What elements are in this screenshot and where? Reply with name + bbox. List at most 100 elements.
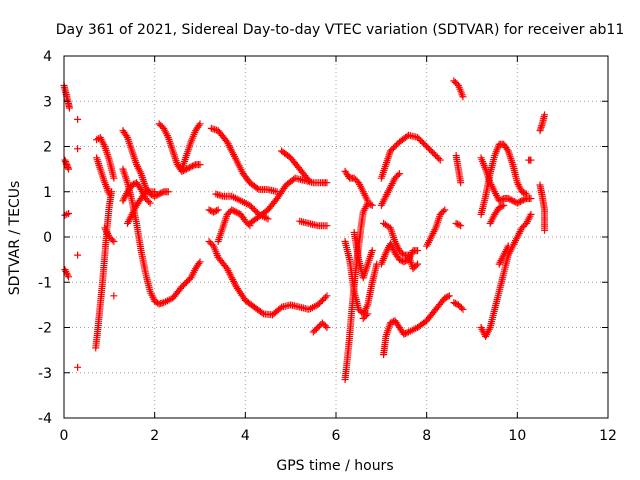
data-point: [450, 77, 458, 85]
data-point: [321, 322, 329, 330]
data-point: [63, 162, 71, 170]
data-point: [402, 330, 410, 338]
data-point: [403, 329, 411, 337]
data-point: [451, 299, 459, 307]
data-point: [143, 196, 151, 204]
data-point: [504, 242, 512, 250]
data-point: [320, 295, 328, 303]
data-point: [264, 215, 272, 223]
data-point: [107, 235, 115, 243]
data-point: [140, 189, 148, 197]
data-point: [359, 314, 367, 322]
data-point: [392, 141, 400, 149]
data-point: [214, 206, 222, 214]
data-point: [459, 305, 467, 313]
data-point: [315, 299, 323, 307]
data-point: [452, 219, 460, 227]
data-point: [518, 224, 526, 232]
data-point: [456, 302, 464, 310]
data-point: [426, 146, 434, 154]
data-point: [398, 250, 406, 258]
data-point: [362, 311, 370, 319]
data-point: [314, 301, 322, 309]
data-point: [454, 301, 462, 309]
data-point: [430, 150, 438, 158]
data-point: [364, 199, 372, 207]
data-point: [438, 209, 446, 217]
data-point: [311, 327, 319, 335]
data-point: [62, 158, 70, 166]
data-point: [105, 233, 113, 241]
data-point: [457, 222, 465, 230]
data-point: [368, 201, 376, 209]
data-point: [414, 260, 422, 268]
data-point: [196, 258, 204, 266]
data-point: [323, 222, 331, 230]
data-point: [145, 198, 153, 206]
data-point: [495, 204, 503, 212]
data-point: [427, 147, 435, 155]
data-point: [429, 149, 437, 157]
data-point: [506, 195, 514, 203]
data-point: [164, 188, 172, 196]
data-point: [157, 189, 165, 197]
data-point: [65, 273, 73, 281]
data-point: [232, 208, 240, 216]
data-point: [397, 256, 405, 264]
data-point: [74, 251, 82, 259]
data-point: [432, 152, 440, 160]
data-point: [305, 176, 313, 184]
data-point: [450, 299, 458, 307]
chart-title: Day 361 of 2021, Sidereal Day-to-day VTE…: [56, 22, 625, 38]
x-axis-label: GPS time / hours: [276, 458, 393, 474]
data-point: [442, 293, 450, 301]
data-point: [105, 190, 113, 198]
data-point: [386, 147, 394, 155]
data-point: [457, 179, 465, 187]
data-point: [356, 307, 364, 315]
data-point: [229, 207, 237, 215]
y-tick-label: 3: [43, 94, 52, 110]
data-point: [146, 199, 154, 207]
data-point: [519, 222, 527, 230]
data-point: [519, 196, 527, 204]
data-point: [516, 198, 524, 206]
data-point: [521, 189, 529, 197]
data-point: [395, 170, 403, 178]
data-point: [315, 322, 323, 330]
data-point: [184, 164, 192, 172]
data-point: [439, 207, 447, 215]
data-point: [182, 278, 190, 286]
data-point: [411, 263, 419, 271]
data-point: [309, 328, 317, 336]
data-point: [108, 236, 116, 244]
data-point: [400, 258, 408, 266]
data-point: [513, 199, 521, 207]
y-tick-label: 2: [43, 140, 52, 156]
data-point: [155, 190, 163, 198]
data-point: [436, 156, 444, 164]
data-point: [435, 155, 443, 163]
x-tick-label: 6: [332, 428, 341, 444]
data-point: [414, 133, 422, 141]
data-point: [318, 296, 326, 304]
data-point: [507, 196, 515, 204]
data-point: [495, 197, 503, 205]
data-point: [314, 324, 322, 331]
data-point: [522, 190, 530, 198]
data-point: [455, 221, 463, 229]
data-point: [207, 207, 215, 215]
data-point: [249, 204, 257, 212]
data-point: [151, 188, 159, 196]
data-point: [304, 175, 312, 183]
data-point: [504, 195, 512, 203]
data-point: [312, 325, 320, 333]
grid-lines: [64, 56, 608, 418]
data-point: [228, 206, 236, 214]
data-point: [352, 176, 360, 184]
data-points: [60, 77, 549, 384]
data-point: [498, 202, 506, 210]
data-point: [205, 206, 213, 214]
